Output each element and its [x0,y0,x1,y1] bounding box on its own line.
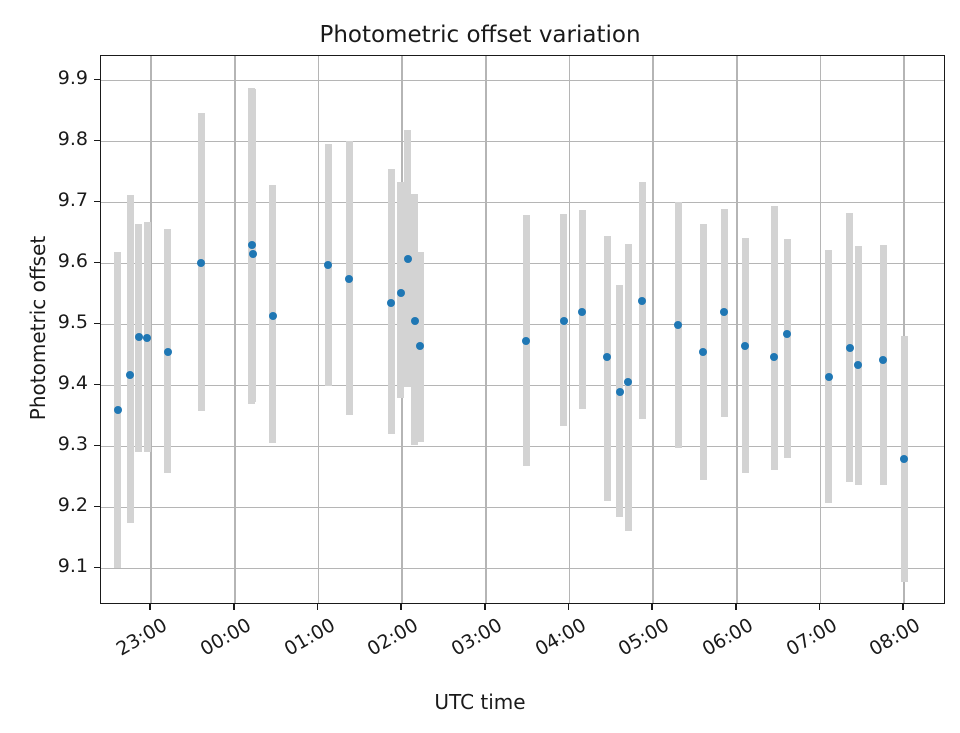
data-point [396,289,405,298]
y-tick-label: 9.6 [57,250,88,273]
data-point [416,342,425,351]
gridline-vertical [736,56,738,603]
y-tick-label: 9.7 [57,189,88,212]
gridline-horizontal [101,506,944,509]
gridline-horizontal [101,445,944,448]
y-tick-label: 9.1 [57,555,88,578]
x-tick-mark [651,604,653,610]
y-tick-mark [94,200,100,203]
errorbar [879,245,887,485]
data-point [879,356,888,365]
y-tick-mark [94,78,100,81]
y-tick-mark [94,383,100,386]
y-tick-mark [94,322,100,325]
data-point [578,308,587,317]
x-axis-label: UTC time [434,690,526,714]
plot-area [100,55,945,604]
errorbar [126,195,134,523]
data-point [674,321,683,329]
data-point [126,371,135,380]
gridline-horizontal [101,201,944,204]
y-tick-mark [94,261,100,264]
data-point [720,308,729,317]
data-point [699,348,708,357]
y-tick-label: 9.2 [57,494,88,517]
y-tick-mark [94,505,100,508]
gridline-horizontal [101,384,944,387]
y-tick-label: 9.3 [57,433,88,456]
y-tick-label: 9.8 [57,128,88,151]
gridline-horizontal [101,262,944,265]
errorbar [741,238,749,473]
data-point [197,258,206,267]
errorbar [616,284,624,518]
x-tick-mark [149,604,151,610]
gridline-horizontal [101,79,944,82]
x-tick-mark [484,604,486,610]
gridline-vertical [652,56,654,603]
page-title: Photometric offset variation [319,22,641,48]
gridline-horizontal [101,323,944,326]
data-point [900,454,909,463]
gridline-vertical [819,56,822,603]
gridline-vertical [317,56,320,603]
y-tick-label: 9.9 [57,67,88,90]
data-point [741,341,750,350]
data-point [134,333,143,342]
data-point [113,405,122,414]
data-point [268,311,277,320]
y-tick-label: 9.4 [57,372,88,395]
gridline-vertical [485,56,487,603]
data-point [783,329,792,338]
y-tick-mark [94,444,100,447]
x-tick-mark [735,604,737,610]
data-point [248,249,257,258]
data-point [403,254,412,263]
data-point [345,274,354,283]
data-point [410,316,419,325]
data-point [770,352,779,361]
data-point [624,378,633,387]
data-point [522,336,531,345]
gridline-horizontal [101,567,944,570]
data-point [603,352,612,361]
y-axis-label: Photometric offset [26,235,50,421]
data-point [387,299,396,308]
errorbar [603,235,611,501]
errorbar [624,244,632,531]
x-tick-mark [233,604,235,610]
x-tick-mark [818,604,821,610]
data-point [615,388,624,397]
x-tick-mark [400,604,402,610]
y-tick-mark [94,566,100,569]
y-tick-label: 9.5 [57,311,88,334]
gridline-vertical [568,56,571,603]
data-point [163,347,172,356]
gridline-vertical [150,56,152,603]
gridline-vertical [903,56,905,603]
data-point [845,344,854,353]
errorbar [783,239,791,458]
y-tick-mark [94,139,100,142]
data-point [824,372,833,381]
gridline-horizontal [101,140,944,143]
x-tick-mark [567,604,570,610]
data-point [854,360,863,369]
data-point [638,297,647,306]
x-tick-mark [316,604,319,610]
data-point [324,261,333,270]
data-point [247,241,256,250]
data-point [559,317,568,326]
x-tick-mark [902,604,904,610]
data-point [143,333,151,342]
gridline-vertical [234,56,236,603]
errorbar [770,206,778,471]
